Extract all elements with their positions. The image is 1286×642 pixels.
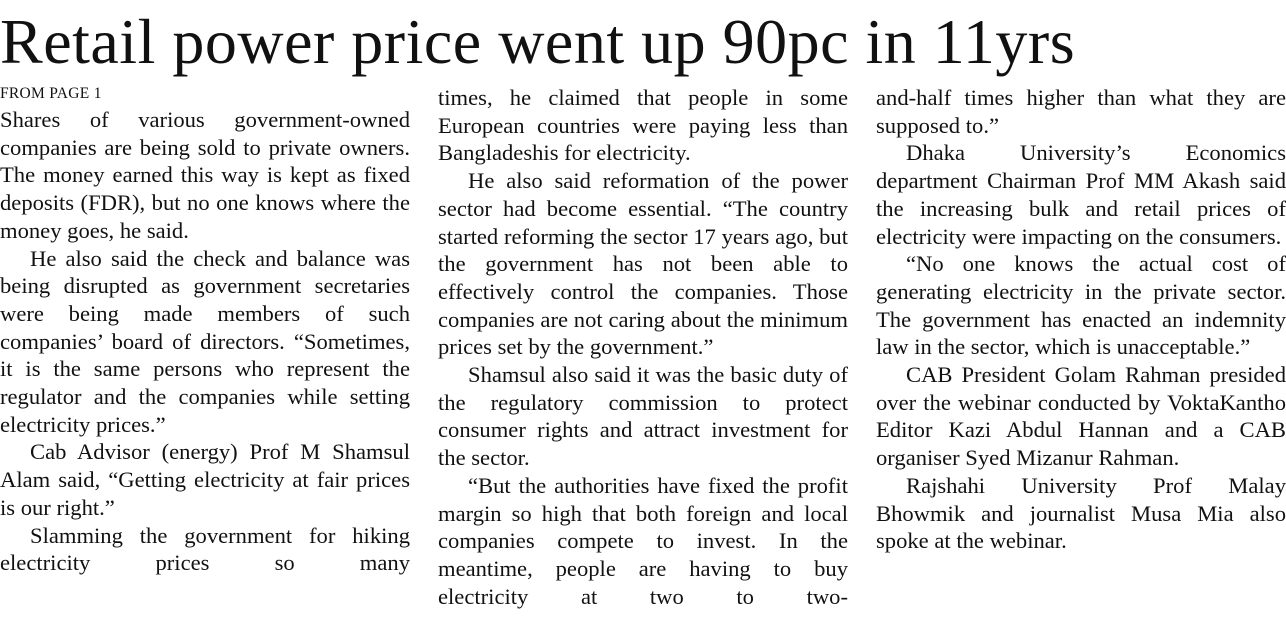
kicker: FROM PAGE 1: [0, 85, 102, 102]
paragraph: “No one knows the actual cost of generat…: [876, 251, 1286, 360]
paragraph: and-half times higher than what they are…: [876, 85, 1286, 138]
column: Shares of various government-owned compa…: [0, 106, 410, 577]
paragraph: Dhaka University’s Economics department …: [876, 140, 1286, 249]
paragraph: CAB President Golam Rahman presided over…: [876, 362, 1286, 471]
paragraph: Slamming the government for hiking elect…: [0, 522, 410, 576]
paragraph: He also said the check and balance was b…: [0, 245, 410, 437]
paragraph: Rajshahi University Prof Malay Bhowmik a…: [876, 472, 1286, 554]
paragraph: “But the authorities have fixed the prof…: [438, 472, 848, 609]
headline: Retail power price went up 90pc in 11yrs: [0, 6, 1076, 77]
paragraph: He also said reformation of the power se…: [438, 168, 848, 360]
paragraph: times, he claimed that people in some Eu…: [438, 85, 848, 166]
column: times, he claimed that people in some Eu…: [438, 84, 848, 610]
paragraph: Cab Advisor (energy) Prof M Shamsul Alam…: [0, 439, 410, 520]
paragraph: Shares of various government-owned compa…: [0, 107, 410, 243]
paragraph: Shamsul also said it was the basic duty …: [438, 362, 848, 471]
column: and-half times higher than what they are…: [876, 84, 1286, 555]
